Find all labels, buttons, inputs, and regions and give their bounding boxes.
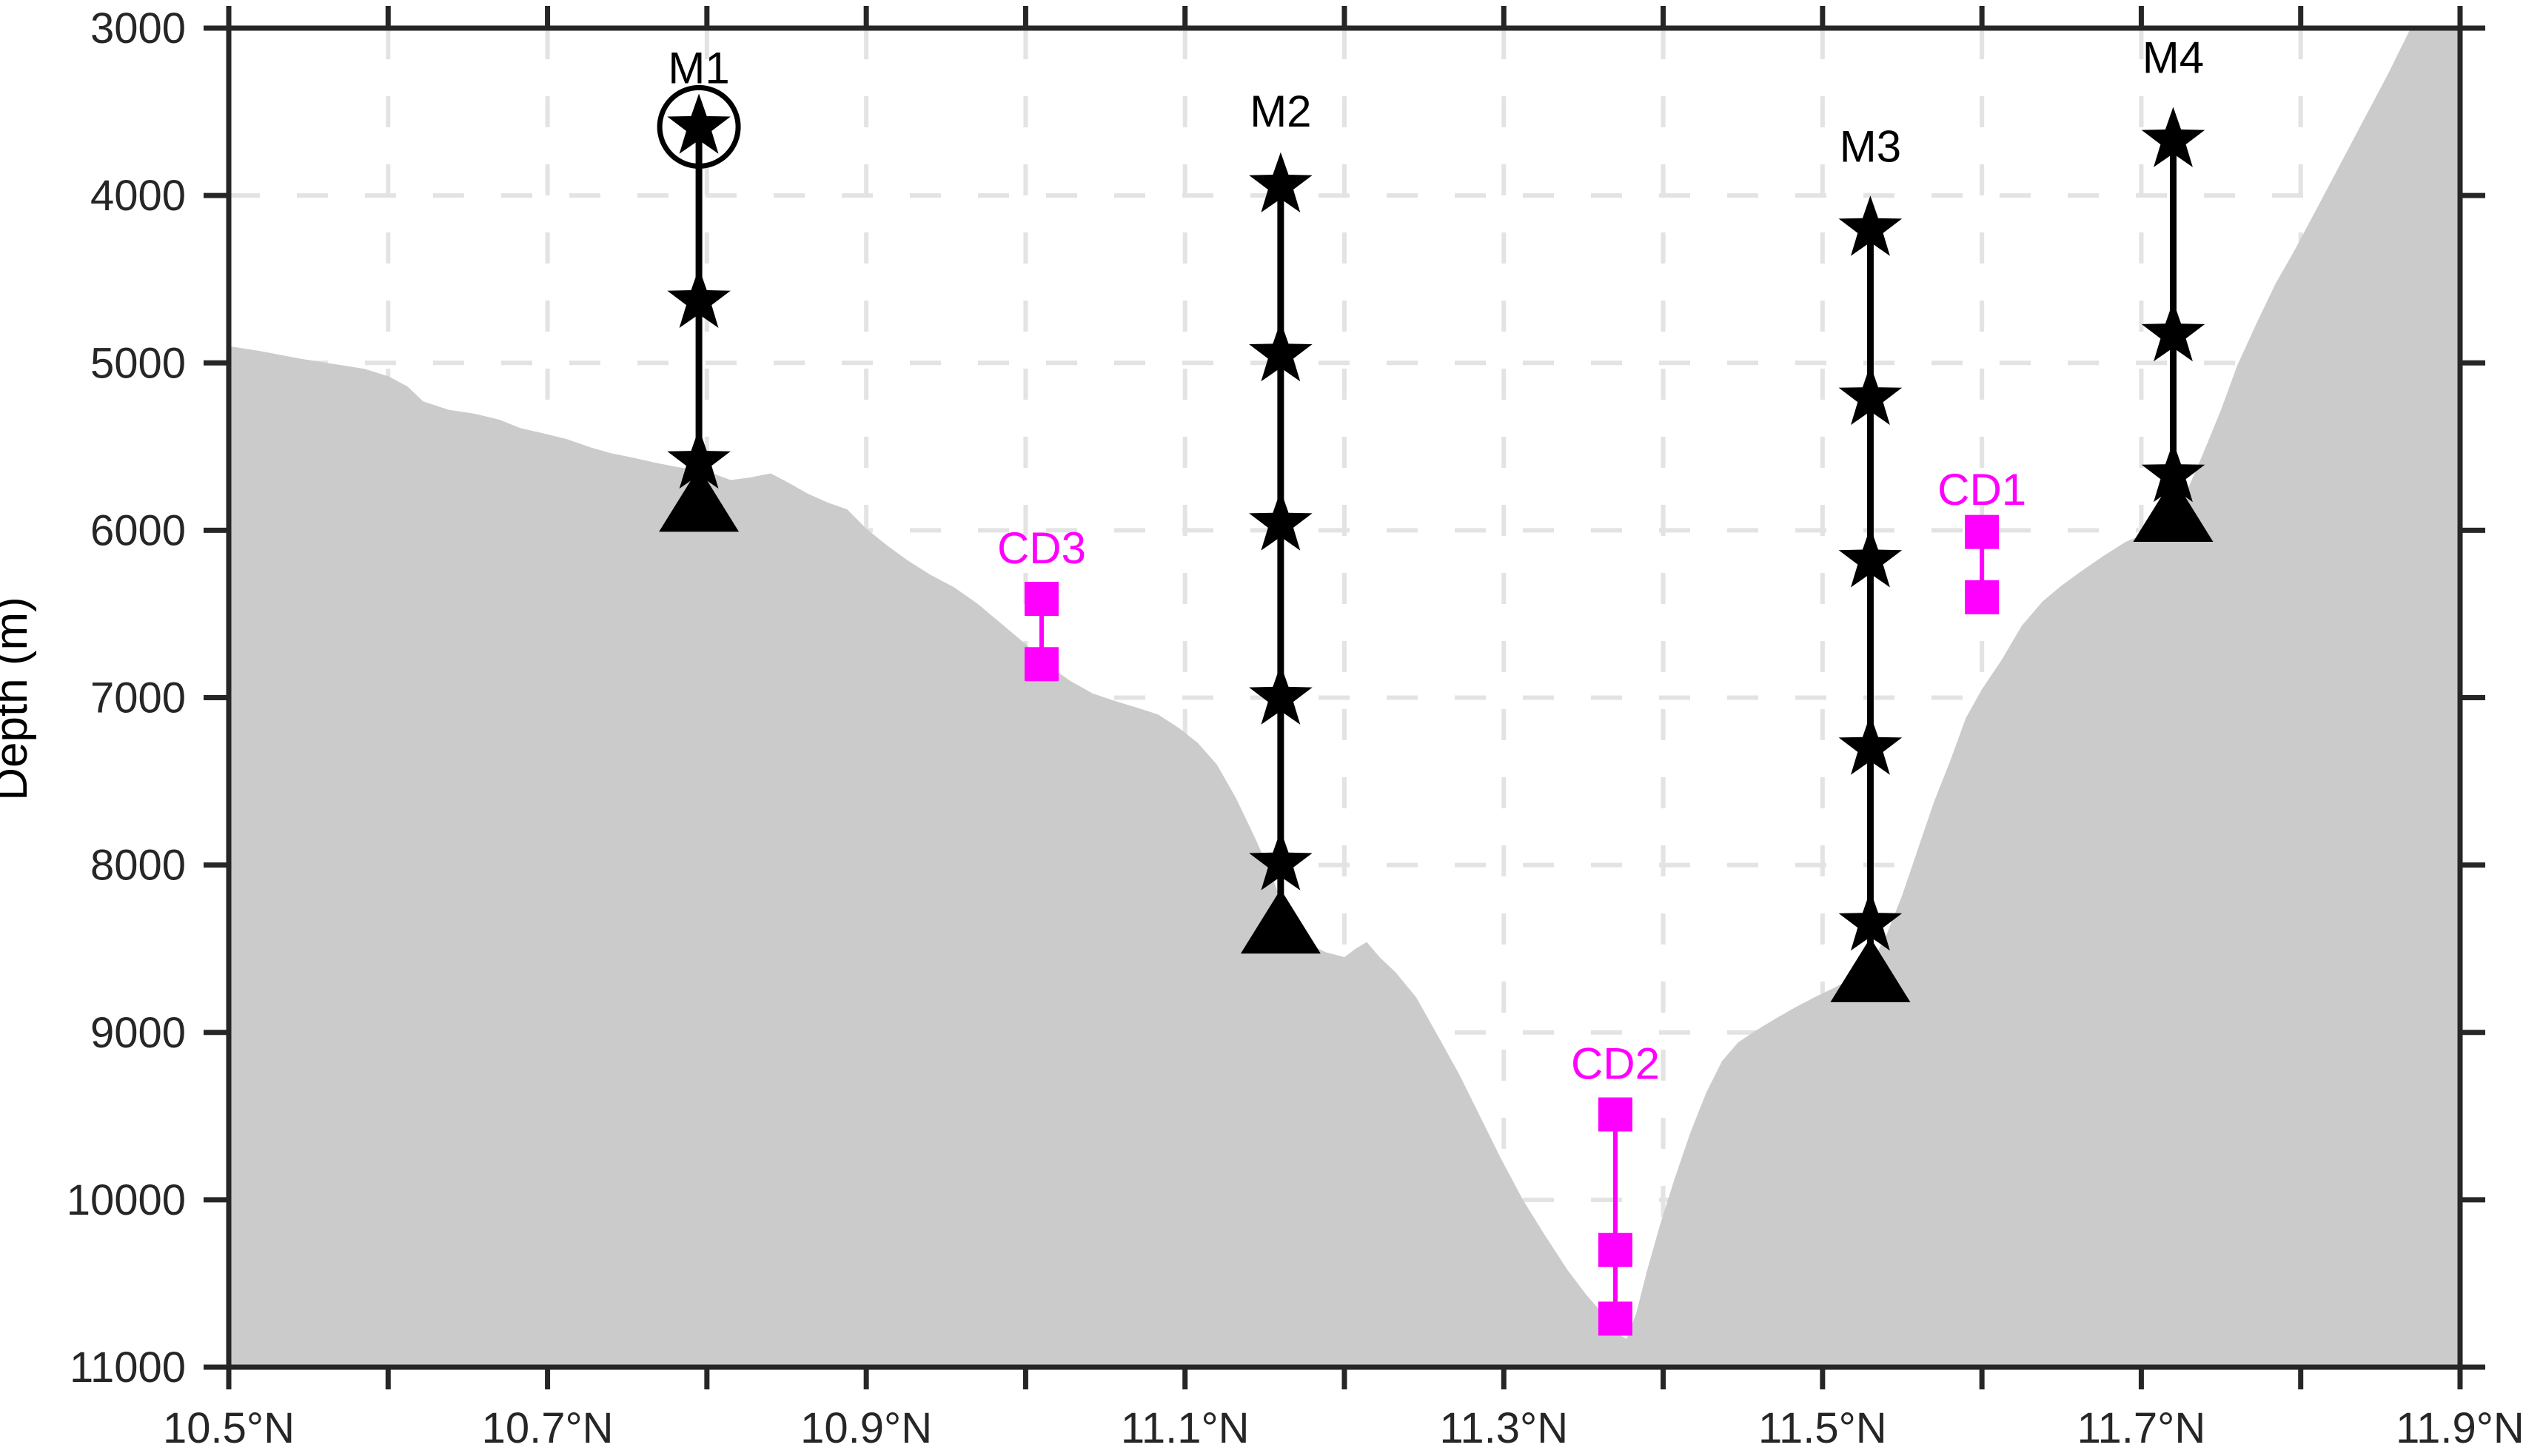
x-tick-label: 10.5°N xyxy=(163,1404,295,1452)
mooring-label: M4 xyxy=(2142,33,2204,83)
y-tick-label: 4000 xyxy=(90,172,186,220)
star-marker xyxy=(2141,301,2205,362)
y-tick-label: 6000 xyxy=(90,506,186,554)
mooring-M3: M3 xyxy=(1830,122,1911,1002)
circled-star-marker xyxy=(667,93,731,154)
station-CD3: CD3 xyxy=(997,523,1086,682)
cd-square-marker xyxy=(1598,1097,1632,1132)
y-tick-label: 5000 xyxy=(90,339,186,387)
axes-layer: 10.5°N 10.7°N 10.9°N 11.1°N 11.3°N 11.5°N 11.7… xyxy=(67,4,2523,1452)
mooring-M2: M2 xyxy=(1240,87,1321,954)
star-marker xyxy=(1249,152,1313,212)
anchor-triangle xyxy=(1240,889,1321,954)
star-marker xyxy=(1249,490,1313,551)
star-marker xyxy=(1838,890,1903,951)
star-marker xyxy=(2141,107,2205,167)
star-marker xyxy=(1838,364,1903,426)
star-marker xyxy=(1249,830,1313,890)
star-marker xyxy=(2141,441,2205,503)
x-tick-label: 11.1°N xyxy=(1121,1404,1250,1452)
star-marker xyxy=(1249,664,1313,725)
star-marker xyxy=(1838,195,1903,256)
anchor-triangle xyxy=(2133,477,2214,542)
x-tick-label: 11.3°N xyxy=(1439,1404,1568,1452)
y-tick-label: 10000 xyxy=(67,1176,186,1224)
cd-stations-layer: CD1 CD2 CD3 xyxy=(997,465,2026,1336)
cd-square-marker xyxy=(1024,647,1059,682)
cd-station-label: CD1 xyxy=(1937,465,2026,514)
star-marker xyxy=(1838,527,1903,588)
station-CD2: CD2 xyxy=(1571,1039,1660,1336)
seafloor-area xyxy=(229,28,2460,1367)
mooring-M4: M4 xyxy=(2133,33,2214,542)
anchor-triangle xyxy=(659,467,740,532)
cd-square-marker xyxy=(1965,580,2000,614)
moorings-layer: M1 M2 M3 M4 xyxy=(657,33,2214,1002)
cd-square-marker xyxy=(1598,1301,1632,1336)
x-tick-label: 10.9°N xyxy=(800,1404,932,1452)
x-tick-label: 11.9°N xyxy=(2396,1404,2523,1452)
mooring-label: M1 xyxy=(668,43,729,93)
star-marker xyxy=(667,428,731,489)
cd-station-label: CD2 xyxy=(1571,1039,1660,1089)
mooring-label: M2 xyxy=(1250,87,1311,136)
x-tick-label: 10.7°N xyxy=(482,1404,614,1452)
y-tick-label: 11000 xyxy=(70,1343,186,1392)
star-marker xyxy=(1838,714,1903,775)
x-tick-label: 11.7°N xyxy=(2077,1404,2206,1452)
y-tick-label: 9000 xyxy=(90,1009,186,1057)
anchor-triangle xyxy=(1830,937,1911,1002)
mooring-M1: M1 xyxy=(657,43,741,532)
chart-root: 10.5°N 10.7°N 10.9°N 11.1°N 11.3°N 11.5°N 11.7… xyxy=(67,4,2523,1452)
station-CD1: CD1 xyxy=(1937,465,2026,614)
y-tick-label: 3000 xyxy=(90,4,186,53)
cd-station-label: CD3 xyxy=(997,523,1086,573)
x-tick-label: 11.5°N xyxy=(1758,1404,1887,1452)
cd-square-marker xyxy=(1598,1232,1632,1267)
cd-square-marker xyxy=(1965,514,2000,549)
star-marker xyxy=(667,267,731,328)
y-tick-label: 7000 xyxy=(90,674,186,722)
y-axis-title: Depth (m) xyxy=(0,597,37,801)
y-tick-label: 8000 xyxy=(90,842,186,890)
cd-square-marker xyxy=(1024,582,1059,617)
mooring-label: M3 xyxy=(1840,122,1901,172)
star-marker xyxy=(1249,321,1313,382)
